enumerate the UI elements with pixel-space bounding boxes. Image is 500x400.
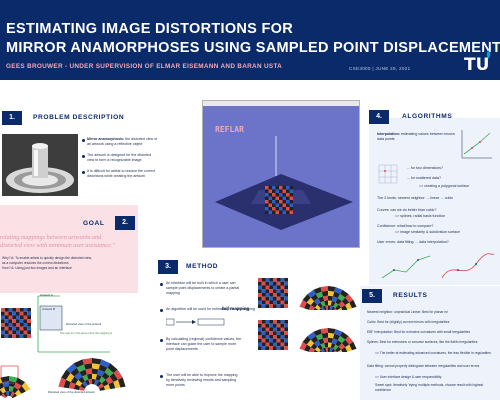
- problem-bullet-1: Mirror anamorphosis: the distorted view …: [87, 137, 158, 146]
- goal-detail-line-2: as a computer resolves the correct disto…: [2, 261, 69, 265]
- algo-line-6: User errors: data fitting → data interpo…: [377, 240, 449, 244]
- result-item: EBF interpolation: Best for extrusive cu…: [367, 330, 471, 334]
- caption-user-mirror: The user is in the same mirror the mappi…: [60, 332, 113, 335]
- label-artwork-b: Artwork B: [42, 307, 56, 311]
- bullet-dot: [82, 155, 85, 158]
- method-full-mapping: full mapping: [222, 306, 250, 311]
- section-number-results: 5.: [362, 289, 382, 303]
- bullet-dot: [82, 171, 85, 174]
- goal-detail-line-1: Why? A: To enable artists to quickly des…: [2, 256, 92, 260]
- results-panel: [360, 286, 500, 400]
- curve-plots: [381, 253, 495, 279]
- goal-statement-line-1: relating mappings between artworks and: [0, 234, 102, 241]
- algo-line-5: => image similarity & subdivision surfac…: [395, 230, 460, 234]
- author-line: GEES BROUWER - UNDER SUPERVISION OF ELMA…: [6, 63, 283, 70]
- goal-statement-line-2: distorted view with minimum user assista…: [0, 242, 116, 249]
- section-title-goal: GOAL: [83, 220, 105, 227]
- problem-bullet-2: The artwork is designed for the distorte…: [87, 153, 152, 162]
- method-sampled-checkerboards: [258, 278, 357, 310]
- render-label: REFLAR: [215, 125, 244, 134]
- bullet-dot: [82, 139, 85, 142]
- algo-interpolation: Interpolation: estimating values between…: [377, 132, 455, 141]
- algorithms-panel: [369, 118, 500, 285]
- section-title-problem: PROBLEM DESCRIPTION: [33, 114, 125, 121]
- method-bullet-1: An interface will be built in which a us…: [166, 281, 240, 295]
- result-item: Splines: Best for extrusions or concave …: [367, 340, 478, 344]
- method-arrow-diagram: [166, 318, 225, 326]
- poster-title-line-1: ESTIMATING IMAGE DISTORTIONS FOR: [6, 21, 293, 37]
- bullet-dot: [160, 283, 163, 286]
- result-item: Nearest neighbor: unpractical Linear: Be…: [367, 310, 448, 314]
- bullet-dot: [160, 309, 163, 312]
- tu-flame-icon: [486, 50, 491, 59]
- problem-bullet-3: It is difficult for artists to resolve t…: [87, 169, 156, 178]
- section-title-method: METHOD: [186, 263, 219, 270]
- algo-line-3: => splines, radial basis function: [395, 214, 446, 218]
- result-item: Sweet spot: Iteratively 'trying' multipl…: [375, 383, 484, 392]
- result-item: Data fitting: cannot properly distinguis…: [367, 364, 480, 368]
- mirror-anamorphosis-photo: [2, 134, 78, 196]
- method-mapped-checkerboards: [258, 320, 357, 352]
- artwork-a-checkerboard: [1, 308, 31, 338]
- interp-plot: [461, 130, 492, 159]
- algo-line-2: Curves: can we do better than cubic?: [377, 208, 437, 212]
- algo-line-4: Confidence: what/how to compare?: [377, 224, 434, 228]
- render-viewport: [203, 106, 359, 247]
- caption-distorted-artwork: Distorted view of the distorted artwork: [48, 390, 95, 394]
- caption-distorted-view: Distorted view of the artwork: [66, 322, 102, 326]
- section-title-results: RESULTS: [393, 292, 428, 299]
- result-item: => User interface design & user responsi…: [375, 375, 442, 379]
- goal-detail-line-3: How? A: Using just two images and an int…: [2, 266, 72, 270]
- label-artwork-a: Artwork A: [40, 293, 53, 297]
- grid-plot: [378, 164, 398, 184]
- method-bullet-2: An algorithm will be used for estimating…: [166, 307, 255, 311]
- section-number-goal: 2.: [115, 216, 135, 230]
- label-of-artwork: of artwork: [2, 381, 15, 385]
- bullet-dot: [160, 339, 163, 342]
- algo-a2: => creating a polygonal surface: [419, 184, 470, 188]
- bullet-dot: [160, 375, 163, 378]
- algo-q2: ... for scattered data?: [407, 176, 441, 180]
- result-item: => The better at estimating advanced cur…: [375, 351, 491, 355]
- result-item: Cubic: Best for (slightly) curved mirror…: [367, 320, 450, 324]
- section-title-algorithms: ALGORITHMS: [402, 113, 453, 120]
- algo-line-1: The 2 knots: nearest neighbor → linear →…: [377, 196, 454, 200]
- tu-delft-logo: TU: [464, 55, 490, 75]
- poster-header: ESTIMATING IMAGE DISTORTIONS FOR MIRROR …: [0, 0, 500, 80]
- section-number-method: 3.: [158, 260, 178, 274]
- poster-title-line-2: MIRROR ANAMORPHOSES USING SAMPLED POINT …: [6, 40, 500, 56]
- section-number-algorithms: 4.: [369, 110, 389, 124]
- method-bullet-4: The user will be able to improve the map…: [166, 373, 238, 387]
- method-bullet-3: By calculating (regional) confidence val…: [166, 337, 242, 351]
- conference-date: CSE3000 | JUNE 29, 2021: [349, 66, 411, 71]
- goal-illustration: [0, 295, 126, 399]
- section-number-problem: 1.: [2, 111, 22, 125]
- algo-q1: ... for two dimensions?: [407, 166, 443, 170]
